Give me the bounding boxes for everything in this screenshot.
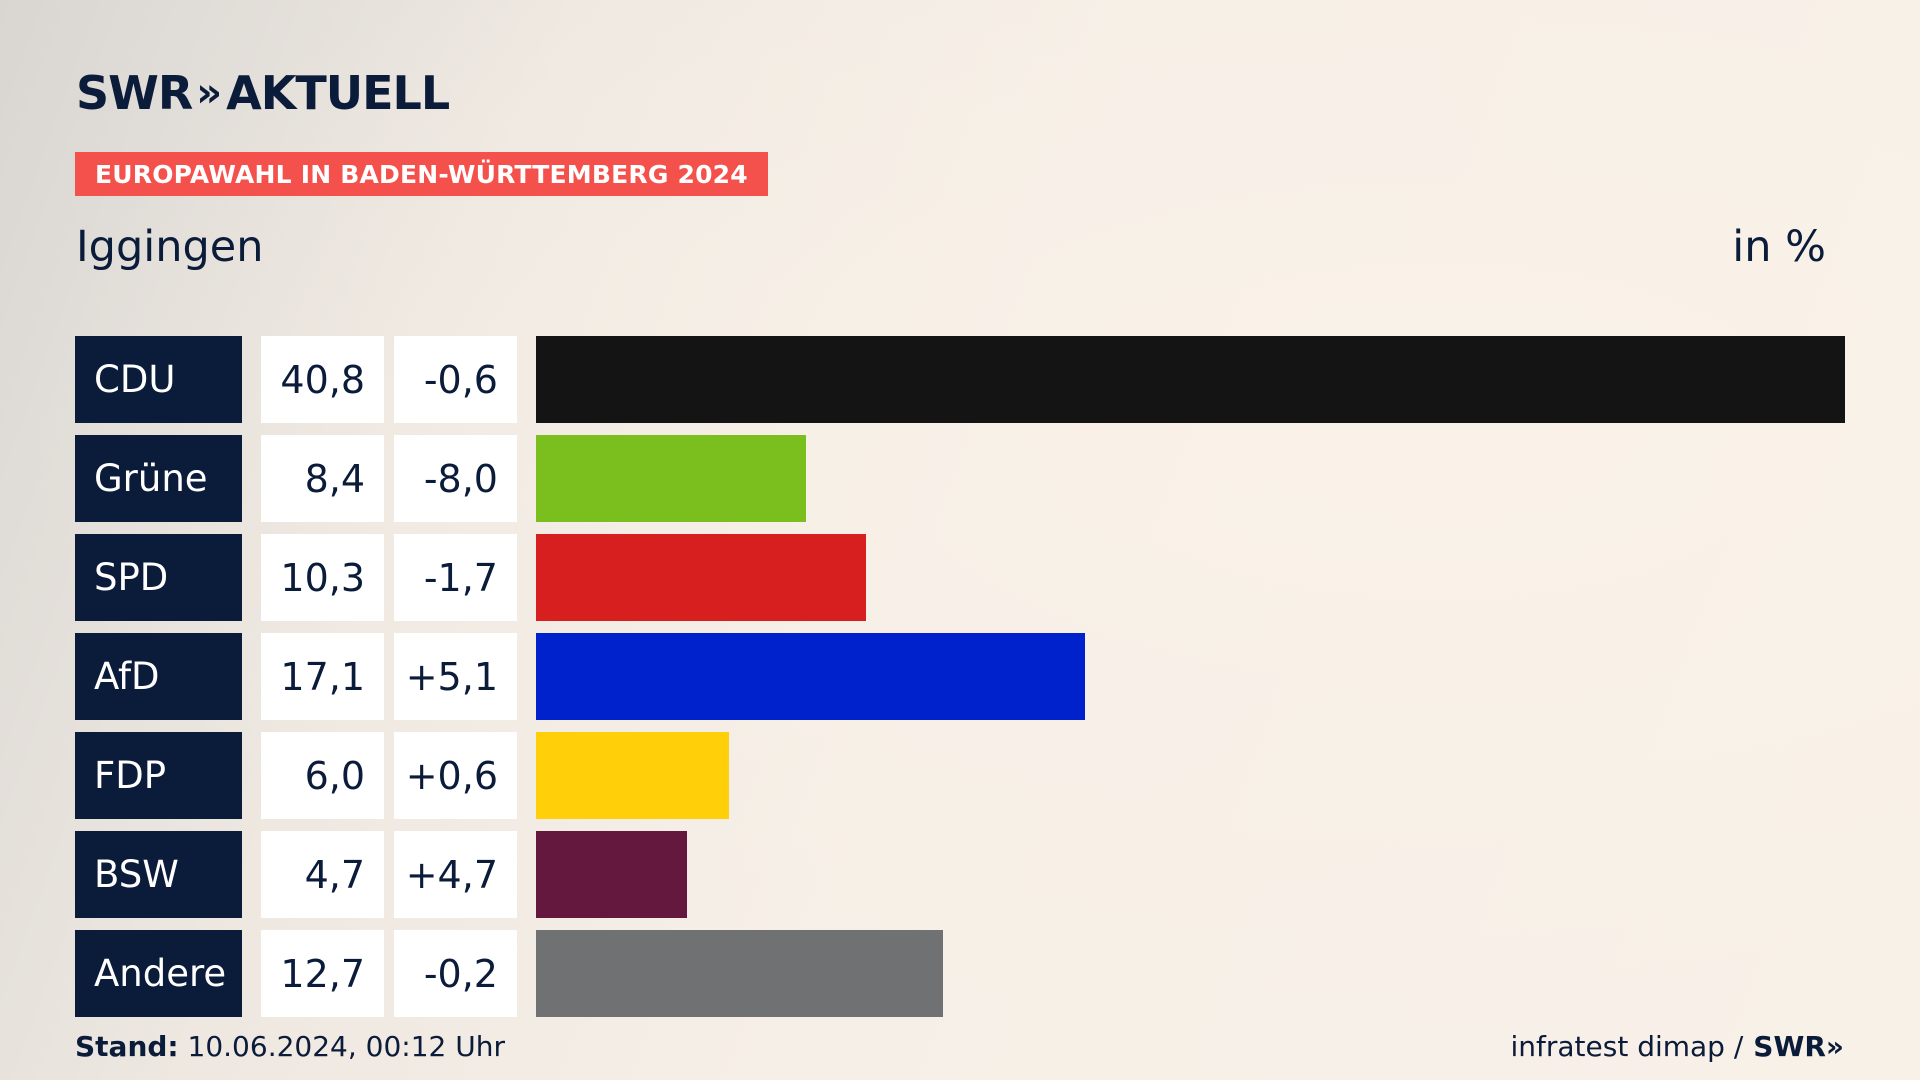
party-label: SPD [75,534,242,621]
vote-share-value: 8,4 [261,435,384,522]
source-credit: infratest dimap / SWR» [1510,1030,1844,1063]
party-label: Andere [75,930,242,1017]
vote-share-value: 6,0 [261,732,384,819]
election-badge: EUROPAWAHL IN BADEN-WÜRTTEMBERG 2024 [75,152,768,196]
result-bar [536,534,866,621]
vote-change-value: +0,6 [394,732,517,819]
vote-share-value: 17,1 [261,633,384,720]
party-label: AfD [75,633,242,720]
result-bar [536,732,729,819]
vote-share-value: 4,7 [261,831,384,918]
source-brand: SWR» [1753,1030,1844,1063]
vote-change-value: -0,2 [394,930,517,1017]
party-label: BSW [75,831,242,918]
swr-aktuell-logo: SWR » AKTUELL [76,66,450,120]
vote-share-value: 12,7 [261,930,384,1017]
unit-label: in % [1732,222,1826,272]
result-bar [536,930,943,1017]
party-label: Grüne [75,435,242,522]
chart-subtitle: Iggingen [76,222,264,272]
vote-share-value: 40,8 [261,336,384,423]
vote-change-value: -0,6 [394,336,517,423]
vote-change-value: -1,7 [394,534,517,621]
vote-change-value: +4,7 [394,831,517,918]
timestamp: Stand: 10.06.2024, 00:12 Uhr [75,1030,505,1063]
result-bar [536,633,1085,720]
logo-text: SWR [76,66,193,120]
source-text: infratest dimap / [1510,1030,1744,1063]
vote-change-value: +5,1 [394,633,517,720]
logo-suffix: AKTUELL [226,66,450,120]
vote-change-value: -8,0 [394,435,517,522]
result-bar [536,435,806,522]
stand-value: 10.06.2024, 00:12 Uhr [187,1030,505,1063]
result-bar [536,336,1845,423]
party-label: FDP [75,732,242,819]
party-label: CDU [75,336,242,423]
stand-label: Stand: [75,1030,179,1063]
vote-share-value: 10,3 [261,534,384,621]
result-bar [536,831,687,918]
